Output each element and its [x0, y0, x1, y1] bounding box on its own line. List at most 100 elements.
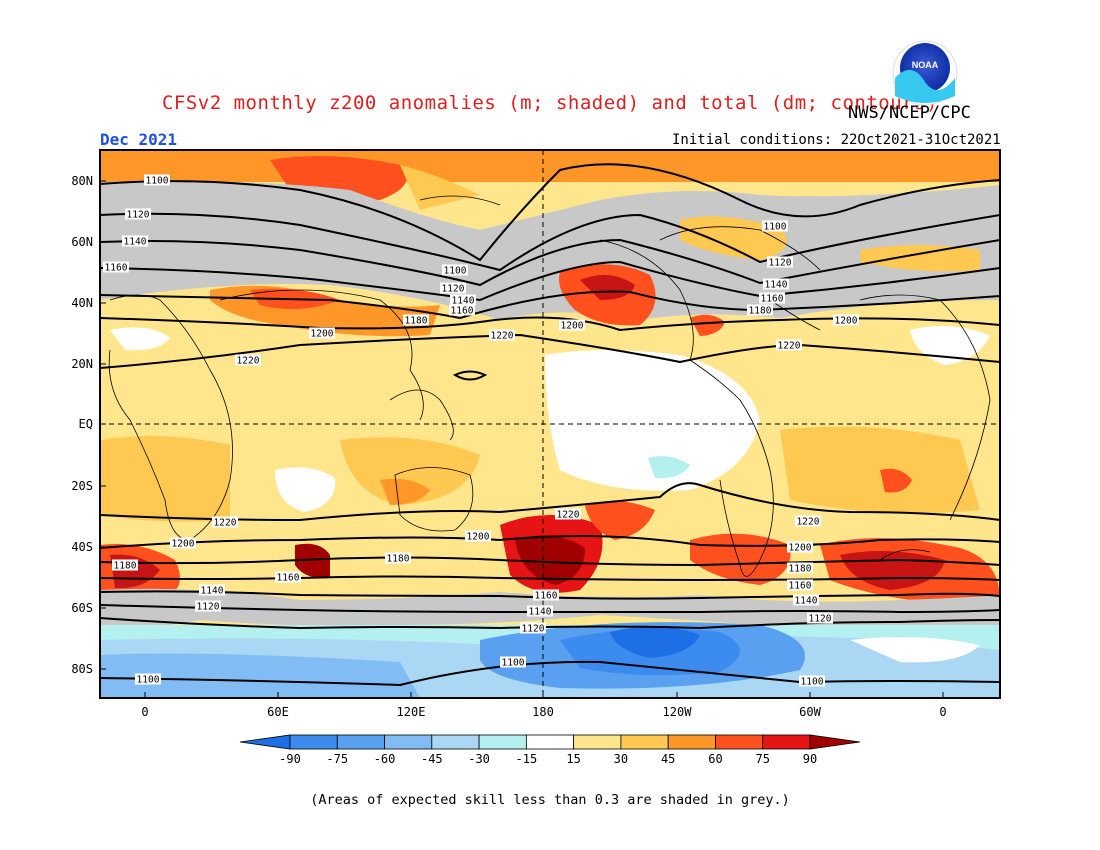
contour-label: 1220	[214, 518, 237, 529]
contour-label: 1100	[502, 658, 525, 669]
contour-label: 1140	[124, 237, 147, 248]
contour-label-bg	[275, 571, 301, 583]
colorbar-label: 15	[566, 752, 580, 766]
contour-label: 1160	[277, 573, 300, 584]
contour-label-bg	[235, 354, 261, 366]
contour-label-bg	[799, 675, 825, 687]
skill-footnote: (Areas of expected skill less than 0.3 a…	[310, 792, 790, 808]
contour-label-bg	[112, 559, 138, 571]
colorbar-label: -15	[516, 752, 538, 766]
noaa-logo-text: NOAA	[912, 60, 939, 70]
contour-label-bg	[759, 292, 785, 304]
height-contours	[100, 163, 1000, 687]
organization-label: NWS/NCEP/CPC	[848, 103, 971, 123]
contour-label-bg	[195, 600, 221, 612]
lat-label: 40N	[71, 296, 93, 310]
colorbar-label: 75	[756, 752, 770, 766]
contour-label: 1200	[467, 532, 490, 543]
contour-label-bg	[449, 304, 475, 316]
contour-label-bg	[500, 656, 526, 668]
contour-label-bg	[125, 208, 151, 220]
contour-label: 1140	[452, 296, 475, 307]
contour-label: 1140	[765, 280, 788, 291]
colorbar-label: -60	[374, 752, 396, 766]
colorbar-label: -45	[421, 752, 443, 766]
contour-label-bg	[767, 256, 793, 268]
colorbar-box	[525, 734, 575, 750]
colorbar-box	[762, 734, 811, 750]
contour-label: 1100	[801, 677, 824, 688]
contour-label-bg	[793, 594, 819, 606]
contour-label: 1200	[561, 321, 584, 332]
contour-label-bg	[762, 220, 788, 232]
lat-label: 20S	[71, 479, 93, 493]
lon-label: 120W	[663, 705, 693, 719]
lat-label: EQ	[79, 417, 93, 431]
colorbar-label: 45	[661, 752, 675, 766]
contour-label: 1220	[557, 510, 580, 521]
reference-lines	[100, 150, 1000, 698]
contour-label: 1120	[522, 624, 545, 635]
colorbar-box	[715, 734, 764, 750]
contour-label-bg	[465, 530, 491, 542]
contour-label: 1200	[789, 543, 812, 554]
colorbar-box	[620, 734, 669, 750]
colorbar-box	[289, 734, 338, 750]
colorbar-box	[384, 734, 433, 750]
colorbar: -90 -75 -60 -45 -30 -15 15 30 45 60 75 90	[239, 734, 861, 766]
contour-label: 1120	[442, 284, 465, 295]
contour-label: 1120	[809, 614, 832, 625]
contour-label: 1160	[451, 306, 474, 317]
contour-label-bg	[385, 552, 411, 564]
contour-label: 1140	[201, 586, 224, 597]
colorbar-arrow-low	[239, 734, 291, 750]
contour-label-bg	[144, 174, 170, 186]
contour-label-bg	[199, 584, 225, 596]
contour-label-bg	[763, 278, 789, 290]
contour-label: 1200	[172, 539, 195, 550]
contour-label: 1100	[444, 266, 467, 277]
contour-label-bg	[833, 314, 859, 326]
forecast-month: Dec 2021	[100, 130, 178, 149]
contour-label: 1180	[789, 564, 812, 575]
contour-label: 1180	[114, 561, 137, 572]
contour-label: 1180	[405, 316, 428, 327]
contour-label: 1180	[387, 554, 410, 565]
contour-label-bg	[747, 304, 773, 316]
contour-label: 1220	[778, 341, 801, 352]
colorbar-box	[667, 734, 716, 750]
contour-label-bg	[403, 314, 429, 326]
coastlines	[108, 195, 991, 577]
contour-label-bg	[787, 541, 813, 553]
colorbar-box	[431, 734, 480, 750]
contour-label-bg	[489, 329, 515, 341]
contour-label-bg	[442, 264, 468, 276]
contour-label-bg	[309, 327, 335, 339]
contour-label-bg	[212, 516, 238, 528]
contour-label: 1140	[529, 607, 552, 618]
contour-label-bg	[103, 261, 129, 273]
contour-label-bg	[555, 508, 581, 520]
lat-label: 60N	[71, 235, 93, 249]
lon-label: 0	[141, 705, 148, 719]
contour-label: 1200	[835, 316, 858, 327]
contour-label-bg	[787, 579, 813, 591]
lat-label: 60S	[71, 601, 93, 615]
contour-label-bg	[440, 282, 466, 294]
contour-label-bg	[533, 589, 559, 601]
lat-label: 80N	[71, 174, 93, 188]
lon-label: 120E	[397, 705, 426, 719]
contour-label: 1160	[761, 294, 784, 305]
contour-label: 1200	[311, 329, 334, 340]
colorbar-label: -90	[279, 752, 301, 766]
initial-conditions: Initial conditions: 22Oct2021-31Oct2021	[672, 132, 1001, 148]
contour-label-bg	[527, 605, 553, 617]
contour-label: 1140	[795, 596, 818, 607]
colorbar-arrow-high	[809, 734, 861, 750]
lat-label: 20N	[71, 357, 93, 371]
contour-label: 1100	[146, 176, 169, 187]
lon-label: 180	[532, 705, 554, 719]
contour-label: 1220	[237, 356, 260, 367]
colorbar-box	[336, 734, 385, 750]
